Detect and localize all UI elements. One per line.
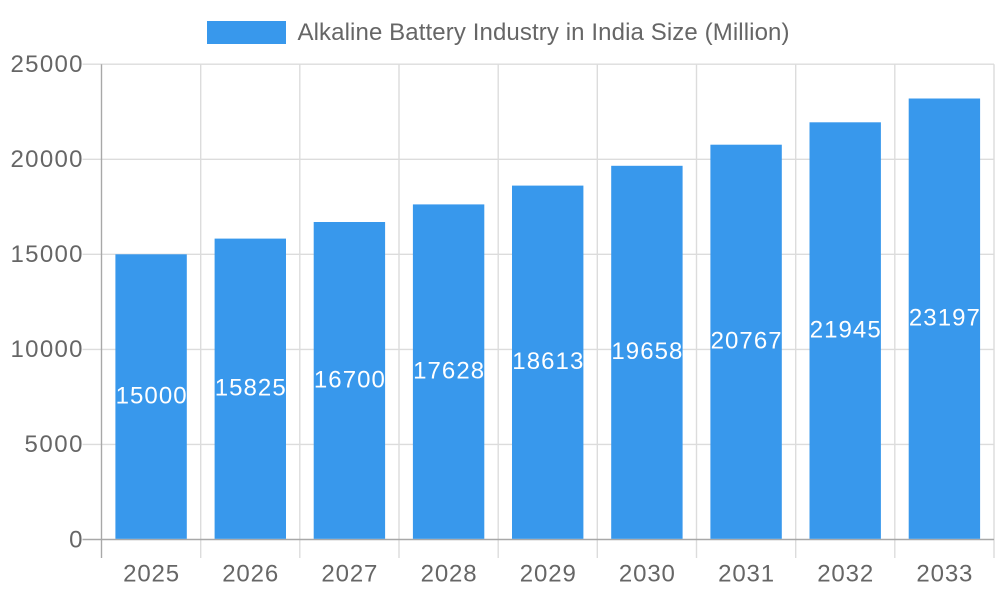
svg-text:23197: 23197	[909, 305, 980, 332]
svg-text:25000: 25000	[11, 51, 83, 78]
svg-text:15000: 15000	[116, 383, 187, 410]
svg-text:2027: 2027	[321, 561, 377, 588]
svg-text:2033: 2033	[916, 561, 972, 588]
svg-text:15000: 15000	[11, 241, 83, 268]
svg-text:18613: 18613	[512, 348, 583, 375]
svg-text:21945: 21945	[810, 317, 881, 344]
svg-text:17628: 17628	[413, 358, 484, 385]
svg-text:2030: 2030	[619, 561, 675, 588]
svg-text:0: 0	[69, 526, 82, 553]
svg-text:15825: 15825	[215, 375, 286, 402]
svg-text:2032: 2032	[817, 561, 873, 588]
svg-text:19658: 19658	[611, 338, 682, 365]
svg-text:20000: 20000	[11, 146, 83, 173]
svg-text:2026: 2026	[222, 561, 278, 588]
svg-text:2029: 2029	[520, 561, 576, 588]
svg-text:16700: 16700	[314, 366, 385, 393]
svg-text:5000: 5000	[25, 431, 83, 458]
svg-text:20767: 20767	[711, 328, 782, 355]
svg-text:10000: 10000	[11, 336, 83, 363]
svg-text:Alkaline Battery Industry in I: Alkaline Battery Industry in India Size …	[298, 19, 790, 46]
svg-text:2025: 2025	[123, 561, 179, 588]
svg-text:2028: 2028	[421, 561, 477, 588]
svg-text:2031: 2031	[718, 561, 774, 588]
